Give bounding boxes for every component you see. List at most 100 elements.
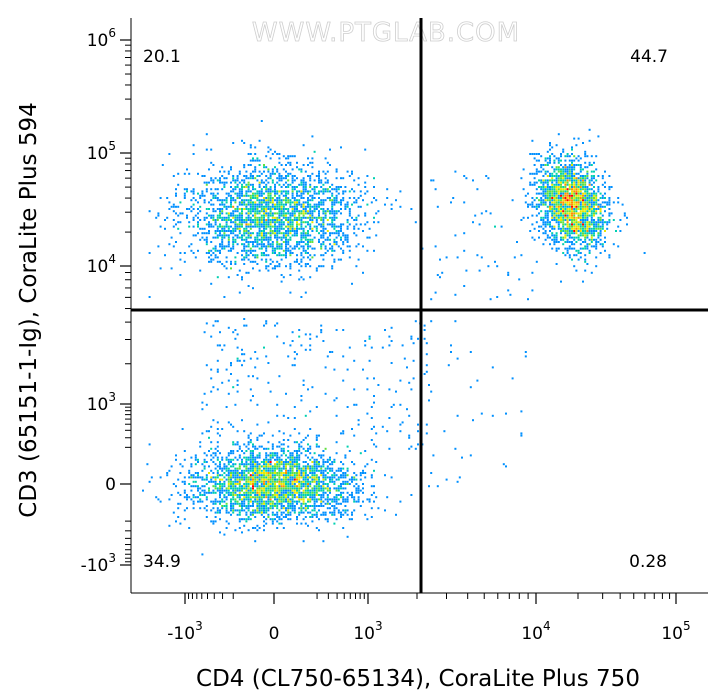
event-dot bbox=[276, 221, 279, 224]
event-dot bbox=[234, 494, 237, 496]
event-dot bbox=[285, 265, 287, 268]
event-dot bbox=[311, 467, 314, 470]
event-dot bbox=[179, 258, 182, 261]
event-dot bbox=[236, 252, 239, 254]
event-dot bbox=[584, 181, 587, 184]
event-dot bbox=[318, 192, 320, 195]
event-dot bbox=[287, 478, 290, 481]
event-dot bbox=[555, 216, 558, 219]
event-dot bbox=[227, 452, 230, 455]
event-dot bbox=[562, 230, 565, 232]
event-dot bbox=[245, 324, 248, 327]
event-dot bbox=[346, 241, 349, 243]
event-dot bbox=[307, 210, 309, 213]
event-dot bbox=[329, 502, 331, 505]
event-dot bbox=[263, 197, 265, 199]
event-dot bbox=[238, 203, 241, 206]
event-dot bbox=[355, 478, 358, 481]
event-dot bbox=[298, 469, 301, 472]
event-dot bbox=[291, 214, 294, 217]
event-dot bbox=[304, 221, 307, 224]
event-dot bbox=[375, 445, 378, 448]
event-dot bbox=[289, 232, 292, 235]
event-dot bbox=[203, 478, 206, 481]
event-dot bbox=[344, 480, 347, 483]
event-dot bbox=[513, 256, 516, 259]
event-dot bbox=[221, 348, 224, 351]
event-dot bbox=[586, 219, 589, 221]
event-dot bbox=[586, 247, 589, 250]
event-dot bbox=[267, 489, 270, 492]
event-dot bbox=[601, 245, 604, 248]
event-dot bbox=[329, 234, 331, 237]
event-dot bbox=[227, 170, 230, 173]
event-dot bbox=[203, 232, 206, 235]
event-dot bbox=[282, 500, 285, 503]
event-dot bbox=[333, 188, 336, 191]
event-dot bbox=[223, 234, 226, 237]
event-dot bbox=[258, 480, 261, 483]
event-dot bbox=[329, 190, 331, 193]
event-dot bbox=[553, 197, 556, 199]
event-dot bbox=[331, 461, 334, 463]
event-dot bbox=[320, 489, 323, 492]
event-dot bbox=[276, 507, 279, 510]
event-dot bbox=[331, 212, 334, 215]
event-dot bbox=[619, 219, 622, 221]
event-dot bbox=[590, 203, 593, 206]
event-dot bbox=[599, 212, 602, 215]
event-dot bbox=[370, 346, 373, 349]
event-dot bbox=[252, 467, 254, 470]
event-dot bbox=[588, 227, 591, 230]
event-dot bbox=[216, 487, 219, 490]
event-dot bbox=[212, 179, 215, 182]
event-dot bbox=[522, 216, 525, 219]
event-dot bbox=[566, 205, 569, 208]
event-dot bbox=[287, 505, 290, 507]
event-dot bbox=[256, 423, 259, 426]
event-dot bbox=[586, 205, 589, 208]
event-dot bbox=[542, 221, 545, 224]
event-dot bbox=[238, 445, 241, 448]
event-dot bbox=[535, 214, 538, 217]
event-dot bbox=[221, 489, 224, 492]
event-dot bbox=[203, 219, 206, 221]
event-dot bbox=[311, 221, 314, 224]
event-dot bbox=[274, 199, 276, 202]
event-dot bbox=[199, 227, 202, 230]
event-dot bbox=[606, 221, 609, 224]
event-dot bbox=[535, 159, 538, 162]
event-dot bbox=[260, 445, 263, 448]
event-dot bbox=[252, 463, 254, 466]
event-dot bbox=[274, 205, 276, 208]
event-dot bbox=[212, 520, 215, 523]
event-dot bbox=[575, 186, 578, 188]
event-dot bbox=[373, 485, 375, 488]
event-dot bbox=[285, 247, 287, 250]
event-dot bbox=[544, 201, 547, 204]
event-dot bbox=[300, 296, 303, 298]
event-dot bbox=[243, 474, 246, 477]
event-dot bbox=[348, 214, 351, 217]
event-dot bbox=[192, 219, 195, 221]
event-dot bbox=[406, 366, 408, 369]
event-dot bbox=[249, 153, 252, 155]
event-dot bbox=[320, 247, 323, 250]
event-dot bbox=[551, 192, 554, 195]
event-dot bbox=[287, 513, 290, 516]
event-dot bbox=[445, 256, 448, 259]
event-dot bbox=[287, 221, 290, 224]
event-dot bbox=[223, 247, 226, 250]
event-dot bbox=[230, 461, 232, 463]
event-dot bbox=[267, 441, 270, 444]
event-dot bbox=[223, 203, 226, 206]
event-dot bbox=[267, 472, 270, 474]
event-dot bbox=[234, 443, 237, 446]
event-dot bbox=[258, 232, 261, 235]
event-dot bbox=[265, 469, 268, 472]
event-dot bbox=[216, 474, 219, 477]
event-dot bbox=[304, 467, 307, 470]
event-dot bbox=[267, 421, 270, 424]
event-dot bbox=[593, 197, 595, 199]
event-dot bbox=[194, 476, 197, 479]
